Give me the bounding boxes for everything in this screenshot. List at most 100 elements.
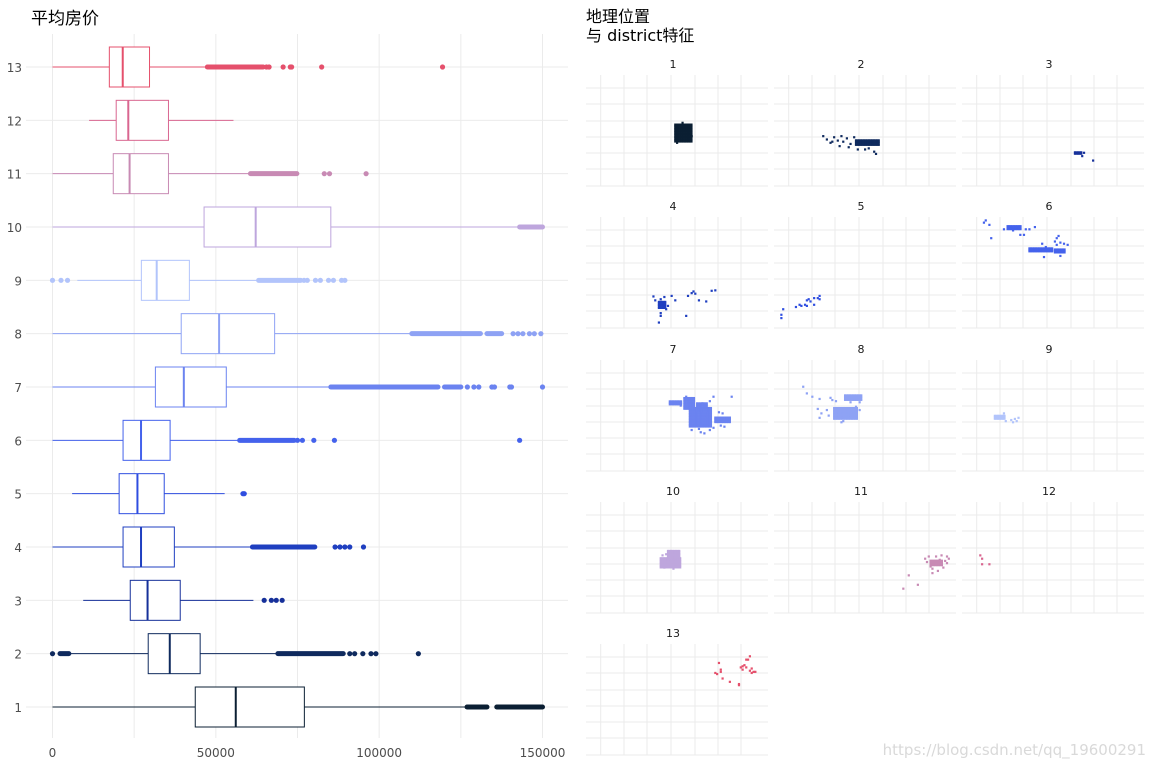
map-point [1008, 226, 1011, 229]
map-point [848, 394, 851, 397]
map-point [686, 404, 689, 407]
map-point [1082, 151, 1086, 154]
map-point [931, 567, 934, 570]
map-point [667, 566, 670, 569]
map-point [659, 558, 662, 561]
map-point [659, 303, 662, 306]
map-point [1022, 233, 1026, 236]
map-point [925, 560, 929, 564]
map-point [679, 560, 682, 563]
map-point [997, 415, 1000, 418]
map-point [737, 682, 741, 686]
map-point [703, 432, 706, 435]
map-point [844, 410, 847, 413]
map-point [662, 561, 665, 564]
map-point [981, 563, 984, 566]
map-point [712, 395, 715, 398]
map-point [680, 135, 683, 138]
outlier-point [294, 437, 301, 443]
map-point [693, 417, 696, 420]
map-point [1024, 228, 1027, 231]
outlier-point [517, 437, 523, 443]
map-point [668, 551, 671, 554]
map-point [842, 414, 845, 417]
map-point [838, 145, 841, 148]
map-point [674, 561, 677, 564]
map-point [698, 413, 701, 416]
y-tick-label: 4 [14, 541, 22, 555]
map-point [874, 143, 877, 146]
map-point [668, 557, 671, 560]
map-point [702, 406, 705, 409]
map-point [872, 142, 875, 145]
map-point [682, 137, 685, 140]
map-point [833, 406, 836, 409]
map-point [805, 304, 808, 307]
map-point [723, 425, 726, 428]
map-point [858, 395, 861, 398]
map-point [748, 669, 751, 672]
map-point [695, 420, 698, 423]
map-point [697, 427, 701, 431]
boxplot-x-tick-labels: 0 50000 100000 150000 [49, 746, 566, 760]
map-point [837, 413, 840, 416]
map-point [1038, 247, 1041, 250]
map-point [659, 302, 662, 305]
map-point [1080, 151, 1083, 154]
map-point [685, 125, 688, 128]
map-point [692, 422, 695, 425]
map-point [842, 420, 845, 423]
map-point [844, 416, 847, 419]
map-point [853, 394, 856, 397]
map-point [717, 421, 720, 424]
map-point [699, 406, 702, 409]
map-point [668, 401, 671, 404]
map-point [689, 407, 692, 410]
outlier-point [268, 597, 274, 603]
map-point [705, 408, 708, 411]
map-point [871, 142, 874, 145]
map-point [834, 406, 837, 409]
map-point [728, 421, 731, 424]
map-point [696, 405, 699, 408]
map-point [701, 425, 704, 428]
map-point [687, 131, 690, 134]
map-point [855, 394, 858, 397]
map-point [813, 303, 816, 306]
outlier-point [49, 651, 56, 657]
map-point [719, 670, 722, 673]
map-point [861, 140, 864, 143]
map-point [682, 132, 685, 135]
outlier-point [510, 331, 516, 337]
map-point [693, 404, 696, 407]
map-point [680, 129, 683, 132]
map-point [940, 554, 943, 557]
map-point [662, 300, 665, 303]
map-point [841, 408, 844, 411]
map-point [679, 128, 682, 131]
map-point [677, 561, 680, 564]
map-point [683, 401, 686, 404]
map-point [1039, 247, 1042, 250]
map-point [1013, 228, 1016, 231]
map-point [752, 670, 755, 673]
map-point [842, 140, 845, 143]
map-point [854, 413, 857, 416]
map-point [672, 561, 675, 564]
map-point [852, 410, 855, 413]
map-point [693, 400, 696, 403]
map-point [843, 398, 846, 401]
map-point [700, 403, 703, 406]
map-point [688, 400, 691, 403]
map-point [936, 559, 939, 562]
map-point [705, 403, 708, 406]
map-point [710, 413, 713, 416]
map-point [685, 134, 688, 137]
map-point [851, 411, 854, 414]
map-point [674, 126, 677, 129]
box-iqr [147, 633, 201, 675]
map-point [662, 302, 665, 305]
map-point [693, 413, 696, 416]
map-point [671, 560, 674, 563]
map-point [666, 557, 669, 560]
